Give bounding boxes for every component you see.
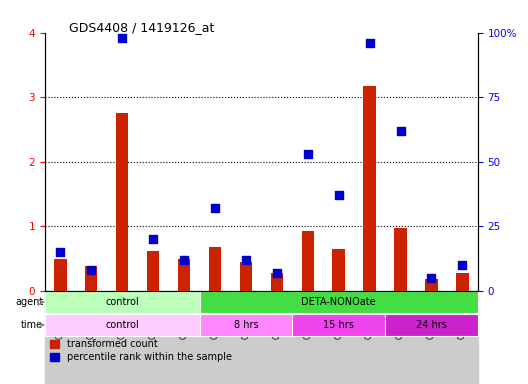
Bar [363, 86, 376, 291]
Bar [85, 266, 98, 291]
Bar [293, 314, 385, 336]
Bar [200, 291, 230, 384]
Bar [147, 251, 159, 291]
Text: control: control [105, 320, 139, 330]
Bar [261, 291, 293, 384]
Point [118, 35, 126, 41]
Point [242, 257, 250, 263]
Bar [301, 232, 314, 291]
Bar [178, 258, 190, 291]
Point [397, 128, 405, 134]
Text: 8 hrs: 8 hrs [233, 320, 258, 330]
Point [180, 257, 188, 263]
Point [272, 270, 281, 276]
Text: 24 hrs: 24 hrs [416, 320, 447, 330]
Bar [116, 113, 128, 291]
Bar [271, 273, 283, 291]
Bar [168, 291, 200, 384]
Bar [45, 291, 200, 313]
Bar [209, 247, 221, 291]
Bar [447, 291, 478, 384]
Bar [45, 291, 76, 384]
Legend: transformed count, percentile rank within the sample: transformed count, percentile rank withi… [50, 339, 232, 362]
Point [87, 267, 96, 273]
Bar [240, 262, 252, 291]
Bar [456, 273, 468, 291]
Point [211, 205, 219, 211]
Point [458, 262, 467, 268]
Point [304, 151, 312, 157]
Bar [385, 291, 416, 384]
Bar [385, 314, 478, 336]
Text: control: control [105, 297, 139, 307]
Text: 15 hrs: 15 hrs [323, 320, 354, 330]
Bar [425, 279, 438, 291]
Bar [394, 228, 407, 291]
Bar [107, 291, 138, 384]
Bar [45, 314, 200, 336]
Text: DETA-NONOate: DETA-NONOate [301, 297, 376, 307]
Point [149, 236, 157, 242]
Bar [138, 291, 168, 384]
Bar [293, 291, 323, 384]
Point [365, 40, 374, 46]
Point [427, 275, 436, 281]
Bar [54, 258, 67, 291]
Bar [416, 291, 447, 384]
Text: agent: agent [15, 297, 43, 307]
Bar [333, 249, 345, 291]
Bar [200, 291, 478, 313]
Point [334, 192, 343, 199]
Bar [323, 291, 354, 384]
Bar [200, 314, 293, 336]
Bar [354, 291, 385, 384]
Bar [230, 291, 261, 384]
Text: time: time [21, 320, 43, 330]
Point [56, 249, 64, 255]
Bar [76, 291, 107, 384]
Text: GDS4408 / 1419126_at: GDS4408 / 1419126_at [69, 21, 214, 34]
